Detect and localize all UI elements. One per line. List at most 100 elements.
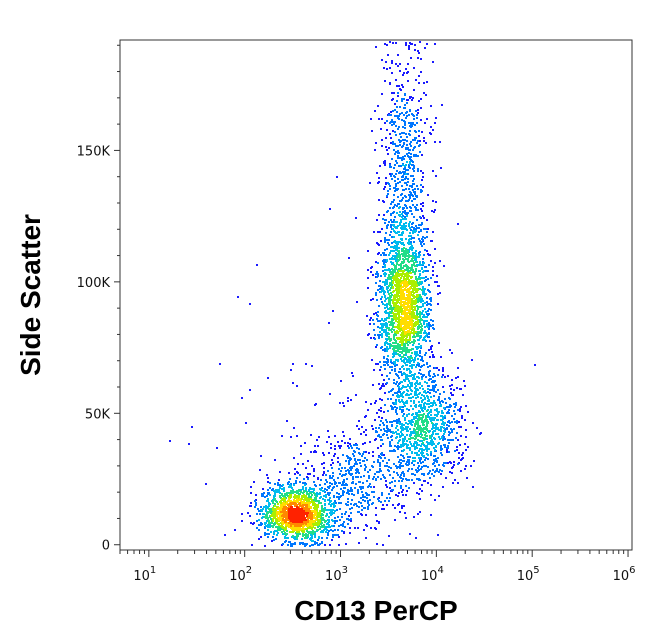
event-dot [390, 338, 392, 340]
event-dot [398, 337, 400, 339]
event-dot [440, 356, 442, 358]
event-dot [399, 279, 401, 281]
event-dot [332, 310, 334, 312]
event-dot [386, 248, 388, 250]
event-dot [383, 188, 385, 190]
event-dot [446, 412, 448, 414]
event-dot [407, 344, 409, 346]
event-dot [296, 490, 298, 492]
event-dot [436, 419, 438, 421]
event-dot [301, 538, 303, 540]
event-dot [398, 328, 400, 330]
event-dot [413, 364, 415, 366]
event-dot [378, 383, 380, 385]
event-dot [386, 497, 388, 499]
event-dot [398, 503, 400, 505]
event-dot [418, 410, 420, 412]
event-dot [389, 289, 391, 291]
event-dot [318, 436, 320, 438]
event-dot [338, 498, 340, 500]
event-dot [398, 389, 400, 391]
event-dot [384, 269, 386, 271]
event-dot [338, 544, 340, 546]
event-dot [334, 481, 336, 483]
event-dot [427, 391, 429, 393]
event-dot [388, 300, 390, 302]
event-dot [390, 111, 392, 113]
event-dot [409, 428, 411, 430]
event-dot [434, 43, 436, 45]
event-dot [423, 364, 425, 366]
event-dot [328, 530, 330, 532]
event-dot [396, 100, 398, 102]
event-dot [339, 464, 341, 466]
event-dot [406, 331, 408, 333]
event-dot [353, 465, 355, 467]
event-dot [341, 467, 343, 469]
event-dot [286, 530, 288, 532]
event-dot [373, 313, 375, 315]
event-dot [374, 402, 376, 404]
event-dot [325, 527, 327, 529]
event-dot [387, 364, 389, 366]
event-dot [384, 284, 386, 286]
event-dot [379, 231, 381, 233]
event-dot [426, 320, 428, 322]
event-dot [281, 435, 283, 437]
event-dot [350, 445, 352, 447]
event-dot [351, 499, 353, 501]
event-dot [355, 483, 357, 485]
event-dot [439, 469, 441, 471]
event-dot [381, 228, 383, 230]
event-dot [402, 333, 404, 335]
event-dot [402, 365, 404, 367]
event-dot [423, 444, 425, 446]
event-dot [409, 456, 411, 458]
event-dot [323, 495, 325, 497]
event-dot [418, 415, 420, 417]
event-dot [418, 401, 420, 403]
event-dot [378, 434, 380, 436]
event-dot [316, 439, 318, 441]
event-dot [396, 111, 398, 113]
event-dot [406, 278, 408, 280]
event-dot [384, 222, 386, 224]
event-dot [437, 285, 439, 287]
event-dot [401, 480, 403, 482]
event-dot [271, 525, 273, 527]
event-dot [392, 312, 394, 314]
event-dot [423, 449, 425, 451]
event-dot [411, 282, 413, 284]
event-dot [407, 385, 409, 387]
event-dot [398, 259, 400, 261]
event-dot [424, 437, 426, 439]
event-dot [300, 445, 302, 447]
event-dot [418, 75, 420, 77]
event-dot [389, 188, 391, 190]
event-dot [416, 435, 418, 437]
event-dot [419, 311, 421, 313]
event-dot [412, 114, 414, 116]
event-dot [297, 529, 299, 531]
event-dot [367, 409, 369, 411]
event-dot [413, 300, 415, 302]
event-dot [421, 131, 423, 133]
event-dot [423, 439, 425, 441]
event-dot [385, 61, 387, 63]
event-dot [255, 494, 257, 496]
event-dot [322, 452, 324, 454]
event-dot [462, 457, 464, 459]
event-dot [311, 465, 313, 467]
event-dot [422, 202, 424, 204]
event-dot [421, 376, 423, 378]
event-dot [315, 519, 317, 521]
event-dot [416, 380, 418, 382]
event-dot [260, 536, 262, 538]
event-dot [436, 281, 438, 283]
event-dot [423, 455, 425, 457]
event-dot [374, 419, 376, 421]
event-dot [409, 280, 411, 282]
event-dot [346, 455, 348, 457]
event-dot [411, 160, 413, 162]
event-dot [411, 186, 413, 188]
